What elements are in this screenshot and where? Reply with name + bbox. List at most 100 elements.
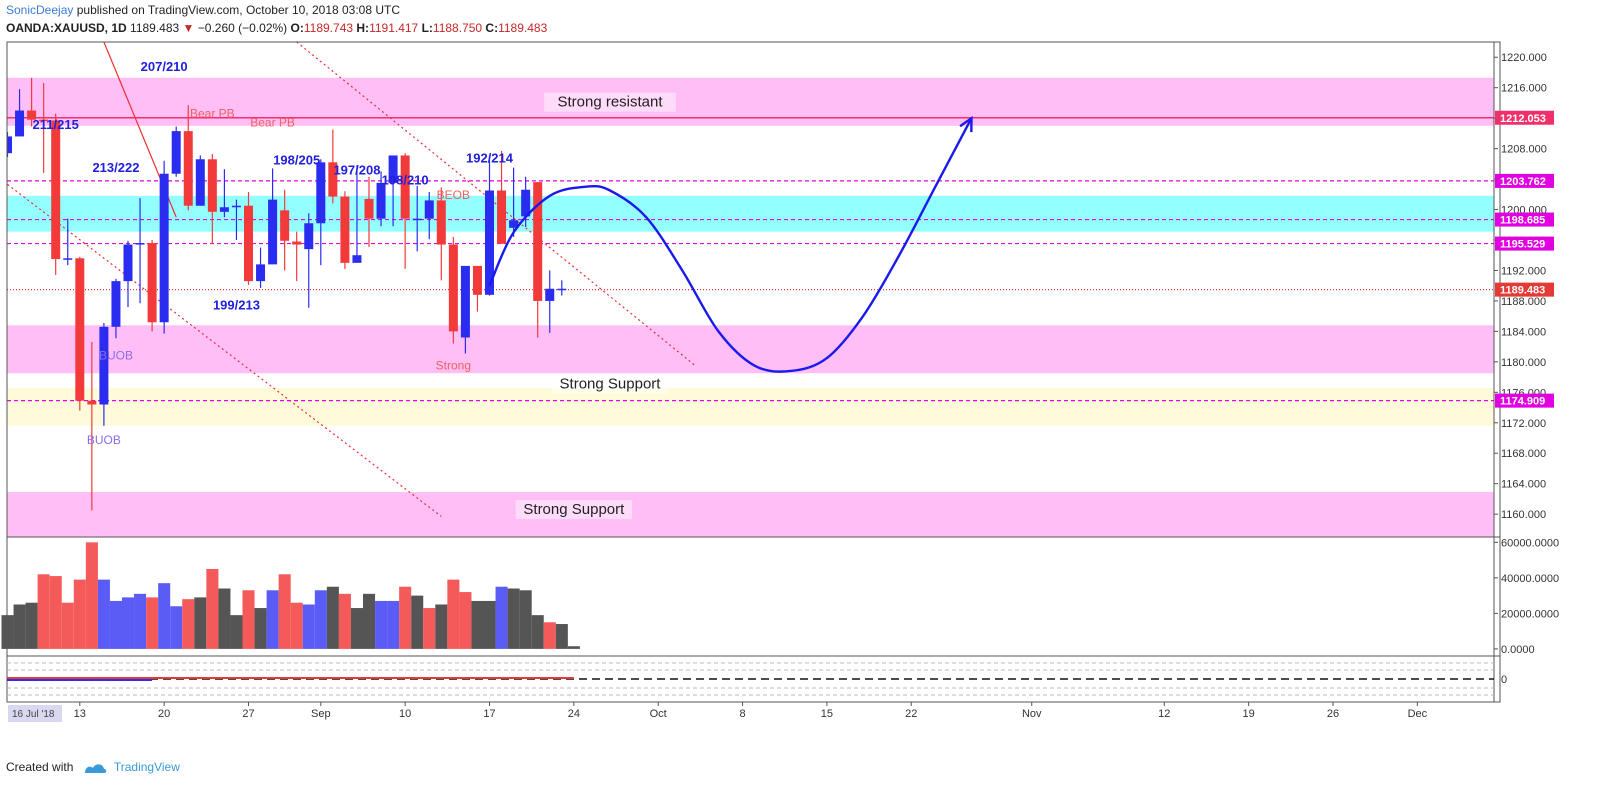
time-tick-label: 10 [399,708,411,720]
price-tick-label: 1168.000 [1501,448,1546,460]
candle-body [147,243,157,323]
candle-23 [280,189,290,271]
candle-19 [231,199,241,240]
candle-body [448,244,458,332]
candle-body [7,136,12,154]
price-tick-label: 1160.000 [1501,509,1546,521]
candle-5 [63,218,73,266]
candle-body [388,155,398,183]
volume-bar-26 [314,590,327,649]
volume-bar-33 [399,586,412,649]
zone-pink-2 [7,325,1494,374]
author-link[interactable]: SonicDeejay [6,3,74,17]
symbol-label: OANDA:XAUUSD, 1D [6,21,127,35]
volume-bar-13 [158,583,171,649]
time-tick-label: 17 [483,708,495,720]
volume-tick-label: 40000.0000 [1501,573,1559,585]
tradingview-link[interactable]: TradingView [113,760,180,774]
volume-tick-label: 20000.0000 [1501,608,1559,620]
volume-bar-41 [495,586,508,649]
level-price-tag-2 [1495,212,1554,227]
candle-body [472,265,482,295]
zone-label-0: Strong resistant [557,94,663,111]
zone-pink-4 [7,492,1494,537]
volume-bar-37 [447,579,460,649]
volume-bar-0 [1,615,14,649]
chart-canvas[interactable]: Strong resistant Strong Support Strong Sup… [0,0,1615,760]
time-tick-label: Oct [650,708,667,720]
candle-12 [147,240,157,332]
candle-body [135,243,145,245]
level-price-tag-label-0: 1212.053 [1500,113,1546,125]
annotation-9: Bear PB [250,116,295,130]
volume-bar-15 [182,599,195,649]
zone-label-1: Strong Support [560,376,662,393]
volume-bar-39 [471,600,484,649]
volume-bar-14 [170,606,183,649]
zone-label-2: Strong Support [523,501,625,518]
candle-body [292,241,302,245]
volume-bar-5 [61,602,74,649]
high-label: H: [356,21,370,35]
candle-body [268,199,278,265]
volume-bar-27 [326,586,339,649]
level-price-tag-3 [1495,236,1554,251]
level-price-tag-label-2: 1198.685 [1500,215,1545,227]
annotation-3: 199/213 [213,297,260,312]
time-tick-label: 12 [1158,708,1170,720]
candle-body [195,159,205,206]
volume-bar-34 [411,595,424,649]
candle-26 [316,159,326,266]
publish-line: SonicDeejay published on TradingView.com… [6,3,400,17]
published-text: published on TradingView.com, October 10… [76,3,401,17]
candle-body [111,281,121,327]
time-tick-label: 8 [739,708,745,720]
time-tick-label: 13 [74,708,86,720]
volume-bar-16 [194,597,207,649]
first-date-label: 16 Jul '18 [12,709,55,720]
candle-body [99,326,109,405]
volume-bar-46 [555,624,568,649]
candle-15 [183,105,193,211]
candle-body [436,200,446,245]
level-price-tag-label-3: 1195.529 [1500,239,1545,251]
price-tick-label: 1216.000 [1501,83,1547,95]
candle-31 [376,171,386,227]
volume-bar-43 [519,590,532,649]
candle-body [316,162,326,224]
low-label: L: [421,21,433,35]
candle-45 [545,270,555,333]
zone-yellow-3 [7,387,1494,426]
candle-8 [99,323,109,426]
candle-body [460,265,470,338]
price-tick-label: 1188.000 [1501,296,1546,308]
volume-bar-2 [25,602,38,649]
price-tick-label: 1192.000 [1501,265,1546,277]
low-value: 1188.750 [432,21,483,35]
candle-18 [219,169,229,218]
time-tick-label: 20 [158,708,170,720]
level-price-tag-0 [1495,110,1554,125]
high-value: 1191.417 [369,21,419,35]
candle-16 [195,155,205,206]
footer: Created with TradingView [6,760,180,775]
volume-bar-24 [290,602,303,649]
chart-header: SonicDeejay published on TradingView.com… [0,0,1615,40]
candle-body [183,131,193,206]
level-price-tag-1 [1495,173,1554,188]
candle-25 [304,213,314,308]
projection-curve [488,117,973,373]
annotation-7: 192/214 [466,150,514,165]
time-tick-label: 27 [242,708,254,720]
volume-bar-1 [13,604,26,649]
candle-13 [159,160,169,334]
volume-tick-label: 60000.0000 [1501,537,1559,549]
volume-bar-21 [254,608,267,649]
candle-42 [509,167,519,237]
time-tick-label: 26 [1327,708,1339,720]
annotation-8: Bear PB [190,106,235,120]
trendline-0 [7,183,442,517]
volume-bar-44 [531,615,544,649]
candle-body [244,205,253,282]
candle-29 [352,165,362,263]
